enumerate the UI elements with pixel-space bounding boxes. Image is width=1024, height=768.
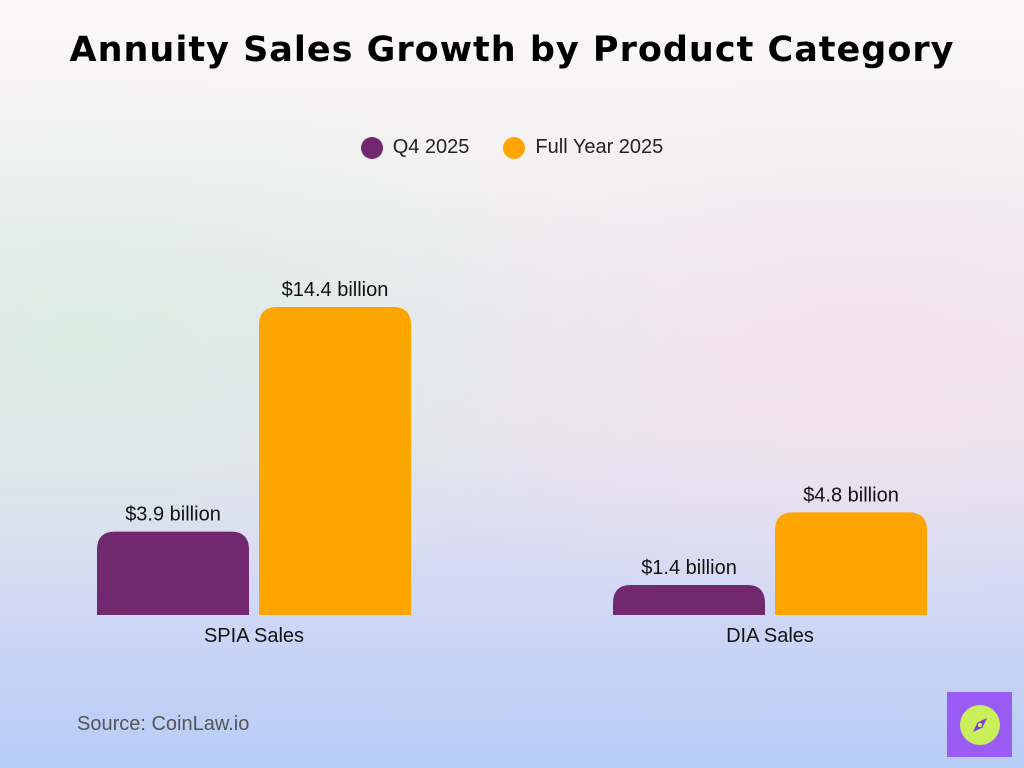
legend: Q4 2025 Full Year 2025	[0, 136, 1024, 159]
data-label-dia-sales-q4-2025: $1.4 billion	[641, 557, 737, 579]
compass-icon	[959, 704, 1000, 745]
bar-spia-sales-full-year-2025	[259, 307, 411, 615]
legend-swatch-full-year-2025	[503, 136, 526, 159]
category-label-dia-sales: DIA Sales	[726, 625, 814, 647]
bar-dia-sales-q4-2025	[613, 585, 765, 615]
legend-item-full-year-2025: Full Year 2025	[503, 136, 663, 159]
bar-spia-sales-q4-2025	[97, 531, 249, 615]
brand-logo	[947, 692, 1012, 757]
source-note: Source: CoinLaw.io	[77, 713, 250, 735]
category-label-spia-sales: SPIA Sales	[204, 625, 304, 647]
data-label-spia-sales-full-year-2025: $14.4 billion	[282, 279, 389, 301]
bar-dia-sales-full-year-2025	[775, 512, 927, 615]
legend-label-full-year-2025: Full Year 2025	[535, 136, 664, 158]
legend-item-q4-2025: Q4 2025	[360, 136, 470, 159]
chart-title: Annuity Sales Growth by Product Category	[69, 30, 955, 70]
data-label-spia-sales-q4-2025: $3.9 billion	[125, 504, 221, 526]
legend-swatch-q4-2025	[360, 136, 383, 159]
data-label-dia-sales-full-year-2025: $4.8 billion	[803, 484, 899, 506]
legend-label-q4-2025: Q4 2025	[392, 136, 470, 158]
